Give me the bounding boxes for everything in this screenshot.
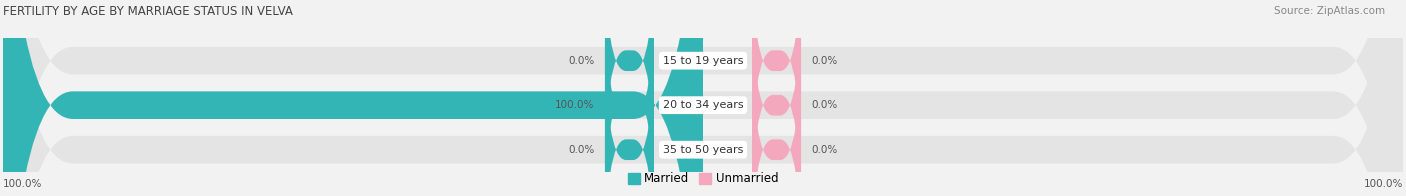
Text: 100.0%: 100.0%	[1364, 179, 1403, 189]
Text: 0.0%: 0.0%	[811, 100, 838, 110]
Text: 100.0%: 100.0%	[3, 179, 42, 189]
Text: 0.0%: 0.0%	[811, 145, 838, 155]
Text: 35 to 50 years: 35 to 50 years	[662, 145, 744, 155]
FancyBboxPatch shape	[3, 0, 1403, 196]
Text: 100.0%: 100.0%	[555, 100, 595, 110]
Text: 0.0%: 0.0%	[811, 56, 838, 66]
Text: 0.0%: 0.0%	[568, 145, 595, 155]
Text: 20 to 34 years: 20 to 34 years	[662, 100, 744, 110]
FancyBboxPatch shape	[3, 0, 1403, 196]
FancyBboxPatch shape	[752, 0, 801, 184]
FancyBboxPatch shape	[605, 0, 654, 196]
FancyBboxPatch shape	[605, 26, 654, 196]
FancyBboxPatch shape	[752, 0, 801, 196]
Text: Source: ZipAtlas.com: Source: ZipAtlas.com	[1274, 6, 1385, 16]
FancyBboxPatch shape	[752, 26, 801, 196]
Text: 0.0%: 0.0%	[568, 56, 595, 66]
FancyBboxPatch shape	[605, 0, 654, 184]
FancyBboxPatch shape	[3, 0, 1403, 196]
Legend: Married, Unmarried: Married, Unmarried	[623, 168, 783, 190]
Text: FERTILITY BY AGE BY MARRIAGE STATUS IN VELVA: FERTILITY BY AGE BY MARRIAGE STATUS IN V…	[3, 5, 292, 18]
FancyBboxPatch shape	[3, 0, 703, 196]
Text: 15 to 19 years: 15 to 19 years	[662, 56, 744, 66]
